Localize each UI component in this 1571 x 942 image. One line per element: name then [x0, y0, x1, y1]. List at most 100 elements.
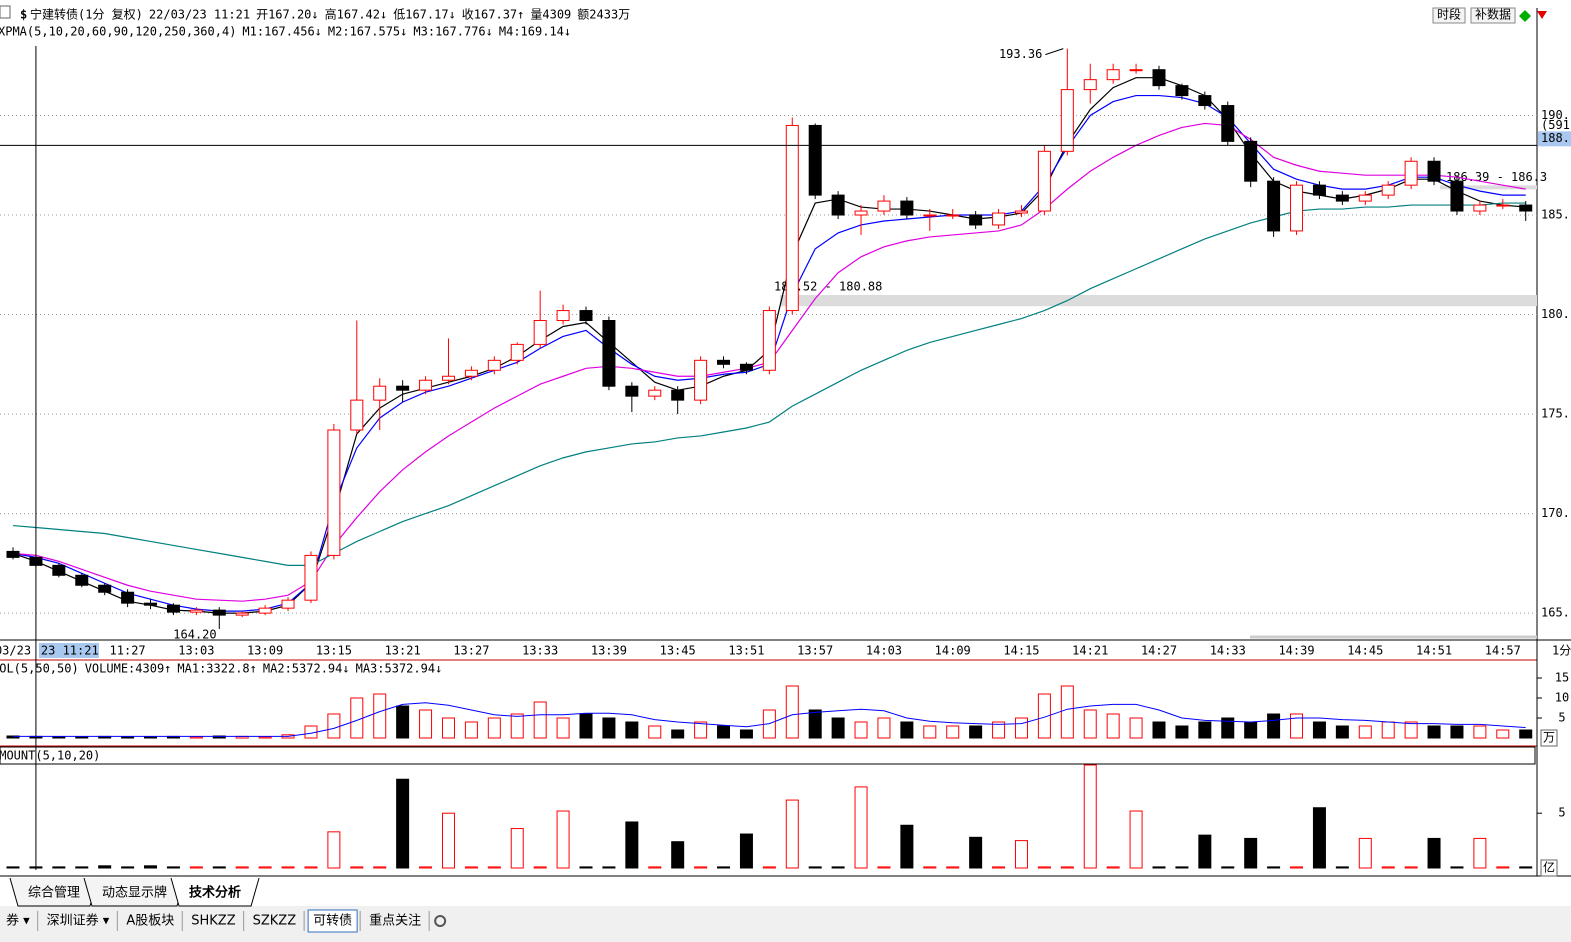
tab-label: 动态显示牌 — [102, 885, 167, 901]
candle-body — [121, 591, 135, 604]
x-tick-label: 13:21 — [385, 644, 421, 658]
legend-item: MA2:5372.94↓ — [263, 662, 350, 676]
bar — [1129, 717, 1143, 739]
bar — [189, 866, 203, 869]
candle-body — [189, 609, 203, 613]
bar — [441, 717, 455, 739]
x-tick-label: 13:09 — [247, 644, 283, 658]
button[interactable] — [1470, 7, 1516, 24]
x-tick-label: 14:03 — [866, 644, 902, 658]
bar — [1060, 866, 1074, 869]
y-tick-label: 10 — [1555, 691, 1569, 705]
toolbar-item[interactable]: 可转债 — [313, 914, 352, 929]
crosshair-time-box — [38, 643, 99, 658]
candle-body — [98, 584, 112, 593]
toolbar-item[interactable]: SZKZZ — [253, 914, 297, 929]
y-tick-label: 5 — [1558, 806, 1565, 820]
bar — [1198, 721, 1212, 739]
bar — [992, 721, 1006, 739]
bar — [579, 713, 593, 739]
tab-label: 技术分析 — [189, 885, 241, 901]
content: 宁建转债(1分 复权) 22/03/23 11:21 开167.20↓ 高167.42… — [0, 7, 1571, 933]
legend-item: 高167.42↓ — [325, 7, 388, 22]
bar — [877, 866, 891, 869]
candle-body — [1267, 180, 1281, 232]
bar — [808, 709, 822, 739]
candle-body — [1427, 160, 1441, 182]
button[interactable] — [1432, 7, 1466, 24]
tab[interactable] — [170, 877, 260, 907]
bar — [6, 866, 20, 869]
candle-body — [602, 320, 616, 387]
x-tick-label: 11:27 — [110, 644, 146, 658]
bar — [854, 786, 868, 869]
bar — [373, 866, 387, 869]
bar — [762, 866, 776, 869]
x-tick-label: 14:45 — [1347, 644, 1383, 658]
bar — [419, 709, 433, 739]
panel-header — [0, 746, 1536, 765]
bar — [75, 736, 89, 739]
x-tick-label: 13:57 — [797, 644, 833, 658]
bar — [1335, 725, 1349, 739]
bar — [121, 736, 135, 739]
bar — [1404, 721, 1418, 739]
candle-body — [1221, 105, 1235, 142]
bar — [258, 736, 272, 739]
toolbar-item[interactable]: A股板块 — [126, 914, 174, 929]
bar — [1198, 834, 1212, 869]
bar — [1106, 713, 1120, 739]
bar — [304, 866, 318, 869]
y-tick-label: 165. — [1541, 606, 1570, 620]
currency-icon: $ — [20, 8, 27, 22]
bar — [52, 736, 66, 739]
price-band — [780, 295, 1537, 307]
candle-body — [854, 210, 868, 216]
bar — [235, 866, 249, 869]
candle-body — [923, 214, 937, 217]
candle-body — [1473, 204, 1487, 212]
bar — [52, 866, 66, 869]
x-tick-label: 14:39 — [1278, 644, 1314, 658]
toolbar-item[interactable]: 深圳证券 ▾ — [47, 913, 110, 929]
bar — [1175, 725, 1189, 739]
legend-item: XPMA(5,10,20,60,90,120,250,360,4) — [0, 25, 236, 39]
bar — [717, 866, 731, 869]
x-tick-label: 13:39 — [591, 644, 627, 658]
legend-item: M4:169.14↓ — [499, 25, 571, 39]
x-tick-label: 14:15 — [1003, 644, 1039, 658]
settings-icon[interactable] — [434, 915, 447, 927]
arrow-icon[interactable] — [1537, 11, 1547, 19]
menu-icon[interactable] — [0, 5, 11, 19]
bar — [533, 866, 547, 869]
bar — [258, 866, 272, 869]
bar — [419, 866, 433, 869]
bar — [739, 729, 753, 739]
toolbar-item[interactable]: 券 ▾ — [6, 913, 30, 929]
bar — [648, 866, 662, 869]
toolbar-item[interactable]: 重点关注 — [369, 913, 421, 929]
candle-body — [258, 607, 272, 614]
bar — [1037, 866, 1051, 869]
candle-body — [1175, 85, 1189, 97]
unit-label: 万 — [1543, 731, 1555, 745]
legend-item: 22/03/23 11:21 — [149, 8, 250, 22]
candle-body — [419, 379, 433, 391]
bar — [75, 866, 89, 869]
bar — [1129, 810, 1143, 869]
y-tick-label: 170. — [1541, 506, 1570, 520]
candle-body — [1037, 150, 1051, 212]
bar — [487, 717, 501, 739]
toolbar-item[interactable]: SHKZZ — [191, 914, 235, 929]
candle-body — [1198, 95, 1212, 107]
bar — [1312, 721, 1326, 739]
bar — [350, 866, 364, 869]
bar — [923, 725, 937, 739]
y-tick-label: 5 — [1558, 711, 1565, 725]
candle-body — [441, 375, 455, 381]
bar — [900, 824, 914, 869]
toolbar-active[interactable] — [307, 909, 358, 933]
bar — [900, 721, 914, 739]
status-icon[interactable] — [1519, 10, 1531, 22]
